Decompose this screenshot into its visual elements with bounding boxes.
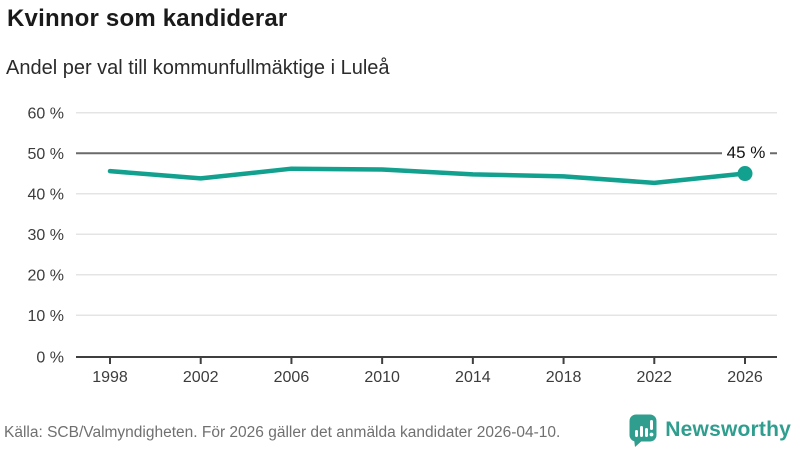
series-line <box>107 166 748 186</box>
bar-chart-speech-bubble-icon <box>629 414 657 447</box>
y-tick-label: 60 % <box>28 105 64 122</box>
x-tick-label: 1998 <box>92 369 128 386</box>
y-tick-label: 30 % <box>28 227 64 244</box>
end-value-label: 45 % <box>727 143 766 162</box>
x-tick-label: 2014 <box>455 369 491 386</box>
y-tick-label: 50 % <box>28 146 64 163</box>
page-title: Kvinnor som kandiderar <box>7 5 288 32</box>
x-tick-label: 2002 <box>183 369 219 386</box>
y-tick-label: 0 % <box>36 350 64 367</box>
x-tick-label: 2026 <box>727 369 763 386</box>
end-label-bg <box>722 142 770 162</box>
y-tick-label: 10 % <box>28 308 64 325</box>
y-tick-label: 20 % <box>28 267 64 284</box>
source-note: Källa: SCB/Valmyndigheten. För 2026 gäll… <box>4 424 561 441</box>
x-tick-label: 2018 <box>546 369 582 386</box>
chart-subtitle: Andel per val till kommunfullmäktige i L… <box>6 57 390 79</box>
newsworthy-logo: Newsworthy <box>628 413 791 447</box>
end-point-marker <box>737 166 753 182</box>
brand-wordmark: Newsworthy <box>665 418 791 441</box>
x-tick-label: 2022 <box>636 369 672 386</box>
x-tick-label: 2010 <box>364 369 400 386</box>
y-tick-label: 40 % <box>28 186 64 203</box>
x-tick-label: 2006 <box>274 369 310 386</box>
